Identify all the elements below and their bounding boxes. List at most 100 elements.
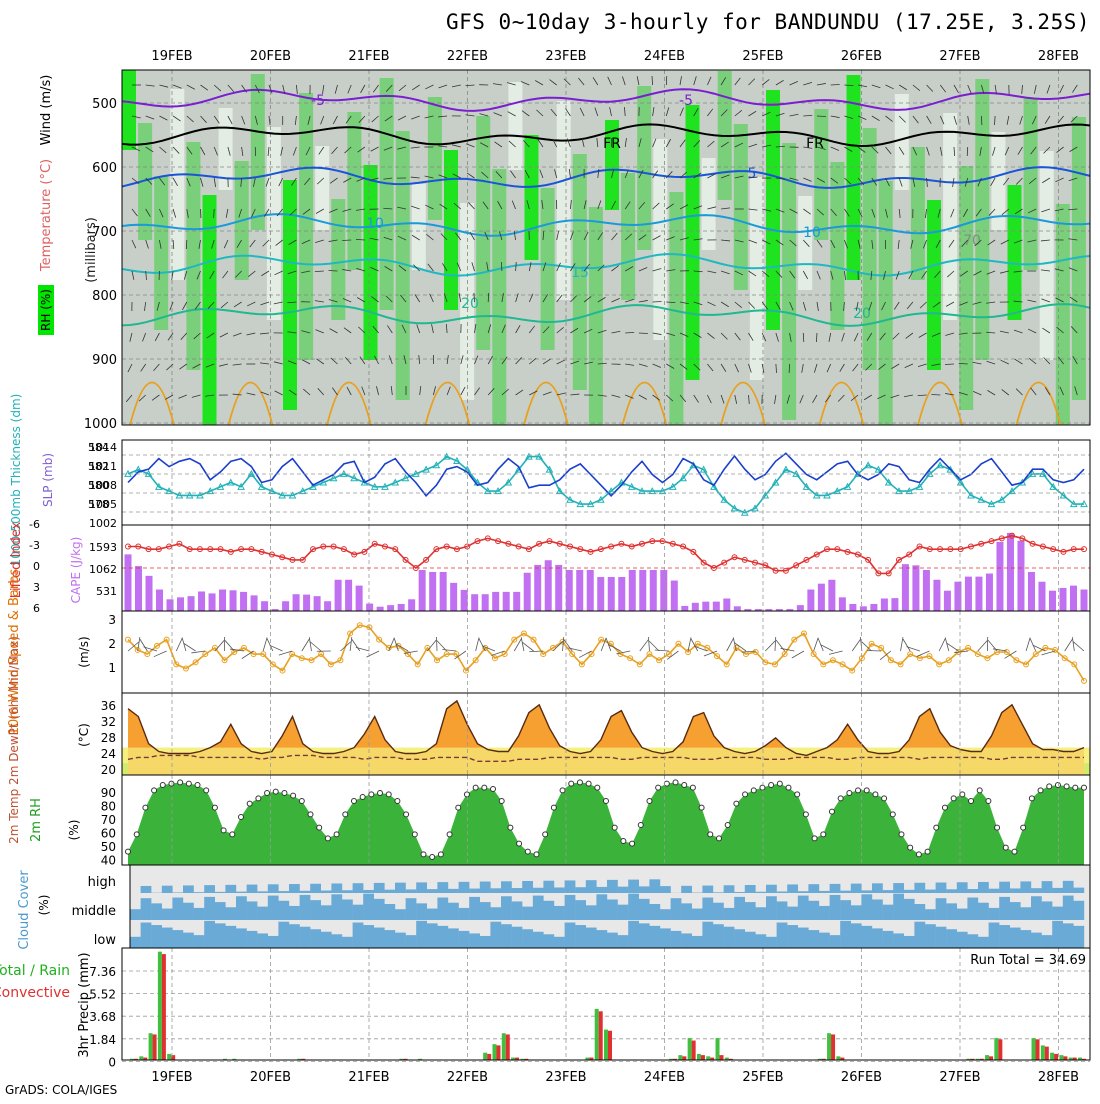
temp-tick: 36 — [101, 699, 116, 713]
rh2m-point — [499, 799, 504, 804]
rh-band — [1024, 98, 1038, 270]
cloud-bar — [724, 927, 735, 948]
cloud-bar — [363, 894, 374, 920]
wind10-barb — [640, 640, 648, 651]
rh2m-point — [986, 799, 991, 804]
cloud-bar — [543, 901, 554, 920]
cloud-bar — [840, 891, 851, 893]
cape-bar — [450, 583, 457, 611]
cape-bar — [1017, 541, 1024, 611]
rh2m-point — [995, 825, 1000, 830]
wind-axis-label: Wind (m/s) — [39, 75, 54, 146]
rh2m-point — [777, 781, 782, 786]
cape-bar — [597, 577, 604, 611]
cloud-bar — [893, 883, 904, 893]
rh2m-point — [595, 785, 600, 790]
cloud-bar — [321, 932, 332, 948]
precip-total-bar — [994, 1038, 998, 1060]
rh-band — [476, 116, 490, 350]
cape-bar — [1070, 586, 1077, 611]
wind10-barb — [776, 640, 785, 651]
cloud-bar — [459, 882, 470, 893]
rh2m-point — [204, 788, 209, 793]
cape-bar — [587, 570, 594, 611]
rh2m-point — [873, 792, 878, 797]
date-label-top: 23FEB — [545, 49, 586, 64]
cloud-bar — [130, 937, 141, 948]
cloud-bar — [702, 898, 713, 920]
rh2m-point — [916, 852, 921, 857]
cape-bar — [146, 576, 153, 611]
cloud-bar — [989, 889, 1000, 893]
cape-bar — [471, 594, 478, 611]
cloud-bar — [1020, 907, 1031, 920]
cloud-bar — [639, 886, 650, 893]
wind10-barb — [140, 639, 147, 651]
cloud-bar — [1031, 888, 1042, 893]
cloud-bar — [766, 885, 777, 893]
cape-bar — [356, 586, 363, 611]
cloud-bar — [681, 933, 692, 948]
cloud-bar — [480, 902, 491, 920]
cloud-bar — [989, 908, 1000, 920]
cloud-bar — [671, 898, 682, 920]
cape-bar — [902, 564, 909, 611]
cloud-bar — [172, 892, 183, 893]
wind10-barb — [1072, 637, 1074, 651]
rh2m-point — [838, 796, 843, 801]
wind10-barb — [648, 637, 649, 651]
cloud-bar — [808, 884, 819, 893]
rh2m-point — [664, 781, 669, 786]
rh2m-point — [630, 841, 635, 846]
rh-band — [847, 75, 861, 280]
precip-total-bar — [492, 1044, 496, 1060]
rh2m-point — [421, 852, 426, 857]
rh2m-point — [951, 796, 956, 801]
pressure-axis-label: (millibars) — [84, 217, 99, 283]
precip-total-bar — [139, 1056, 143, 1060]
rh2m-point — [360, 795, 365, 800]
precip-total-bar — [604, 1030, 608, 1060]
cape-bar — [986, 574, 993, 611]
cloud-bar — [734, 929, 745, 948]
cape-bar — [797, 605, 804, 611]
cloud-bar — [936, 883, 947, 893]
rh-band — [782, 143, 796, 420]
cloud-bar — [893, 933, 904, 948]
precip-conv-bar — [989, 1056, 993, 1060]
rh2m-point — [395, 799, 400, 804]
li-tick: -3 — [29, 539, 40, 552]
cloud-bar — [607, 933, 618, 948]
contour-label: 10 — [366, 216, 384, 232]
wind10-barb — [917, 651, 930, 656]
precip-axis-label: 3hr Precip (mm) — [77, 952, 92, 1057]
rh-band — [331, 199, 345, 320]
date-label-bottom: 20FEB — [250, 1070, 291, 1085]
cape-bar — [1049, 591, 1056, 611]
contour-label: 20 — [461, 296, 479, 312]
cloud-bar — [861, 890, 872, 893]
cloud-bar — [946, 903, 957, 920]
rh2m-point — [882, 796, 887, 801]
cloud-bar — [448, 928, 459, 948]
date-label-bottom: 24FEB — [644, 1070, 685, 1085]
cloud-bar — [480, 936, 491, 948]
cape-bar — [188, 596, 195, 611]
cape-bar — [1081, 590, 1088, 611]
cloud-bar — [247, 885, 258, 893]
cloud-bar — [936, 898, 947, 920]
precip-total-bar — [502, 1033, 506, 1060]
cape-bar — [849, 604, 856, 611]
rh2m-point — [265, 791, 270, 796]
rh2m-point — [942, 805, 947, 810]
wind10-barb — [309, 637, 311, 651]
rh2m-point — [1064, 784, 1069, 789]
rh2m-point — [551, 805, 556, 810]
rh2m-point — [856, 788, 861, 793]
pressure-tick: 1000 — [84, 417, 117, 432]
wind10-barb — [1073, 642, 1084, 651]
cloud-bar — [141, 923, 152, 948]
rh2m-point — [647, 799, 652, 804]
cape-bar — [461, 590, 468, 611]
rh2m-point — [534, 852, 539, 857]
